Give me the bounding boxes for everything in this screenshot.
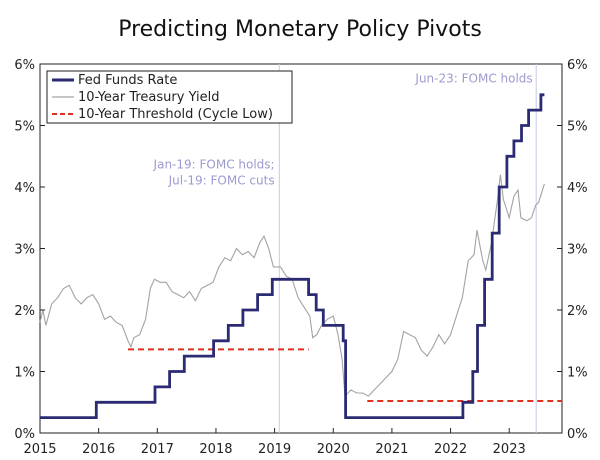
y-axis-right: 0% 1% 2% 3% 4% 5% 6% <box>557 58 588 442</box>
x-tick-label-2022: 2022 <box>434 442 467 457</box>
chart-title: Predicting Monetary Policy Pivots <box>118 17 482 42</box>
x-tick-label-2016: 2016 <box>82 442 115 457</box>
annotation-vlines <box>278 64 537 433</box>
series-treasury-line <box>39 174 545 398</box>
legend-label-threshold: 10-Year Threshold (Cycle Low) <box>78 107 273 122</box>
y-axis-left: 0% 1% 2% 3% 4% 5% 6% <box>14 58 45 442</box>
y-right-tick-label-6: 6% <box>567 58 588 73</box>
y-right-tick-label-1: 1% <box>567 366 588 381</box>
x-tick-label-2020: 2020 <box>317 442 350 457</box>
x-axis: 2015 2016 2017 2018 2019 2020 2021 2022 2023 <box>23 428 526 457</box>
x-tick-label-2015: 2015 <box>23 442 56 457</box>
x-tick-label-2018: 2018 <box>199 442 232 457</box>
legend: Fed Funds Rate 10-Year Treasury Yield 10… <box>46 70 293 124</box>
y-right-tick-label-5: 5% <box>567 120 588 135</box>
x-tick-label-2021: 2021 <box>375 442 408 457</box>
y-left-tick-label-5: 5% <box>14 120 35 135</box>
series-layer <box>39 93 562 419</box>
y-left-tick-label-2: 2% <box>14 304 35 319</box>
y-left-tick-label-1: 1% <box>14 366 35 381</box>
y-right-tick-label-4: 4% <box>567 181 588 196</box>
x-tick-label-2019: 2019 <box>258 442 291 457</box>
x-tick-label-2017: 2017 <box>141 442 174 457</box>
annotations: Jan-19: FOMC holds; Jul-19: FOMC cuts Jun-… <box>153 71 533 187</box>
legend-label-fed-funds: Fed Funds Rate <box>78 73 177 88</box>
series-fed-funds-line <box>40 93 545 419</box>
y-right-tick-label-3: 3% <box>567 243 588 258</box>
y-left-tick-label-6: 6% <box>14 58 35 73</box>
y-left-tick-label-4: 4% <box>14 181 35 196</box>
legend-box <box>46 70 293 124</box>
y-left-tick-label-0: 0% <box>14 427 35 442</box>
x-tick-label-2023: 2023 <box>493 442 526 457</box>
legend-label-treasury: 10-Year Treasury Yield <box>78 90 220 105</box>
annotation-text-1: Jun-23: FOMC holds <box>414 71 532 85</box>
y-right-tick-label-2: 2% <box>567 304 588 319</box>
annotation-text-0: Jan-19: FOMC holds; Jul-19: FOMC cuts <box>153 158 275 188</box>
y-right-tick-label-0: 0% <box>567 427 588 442</box>
y-left-tick-label-3: 3% <box>14 243 35 258</box>
